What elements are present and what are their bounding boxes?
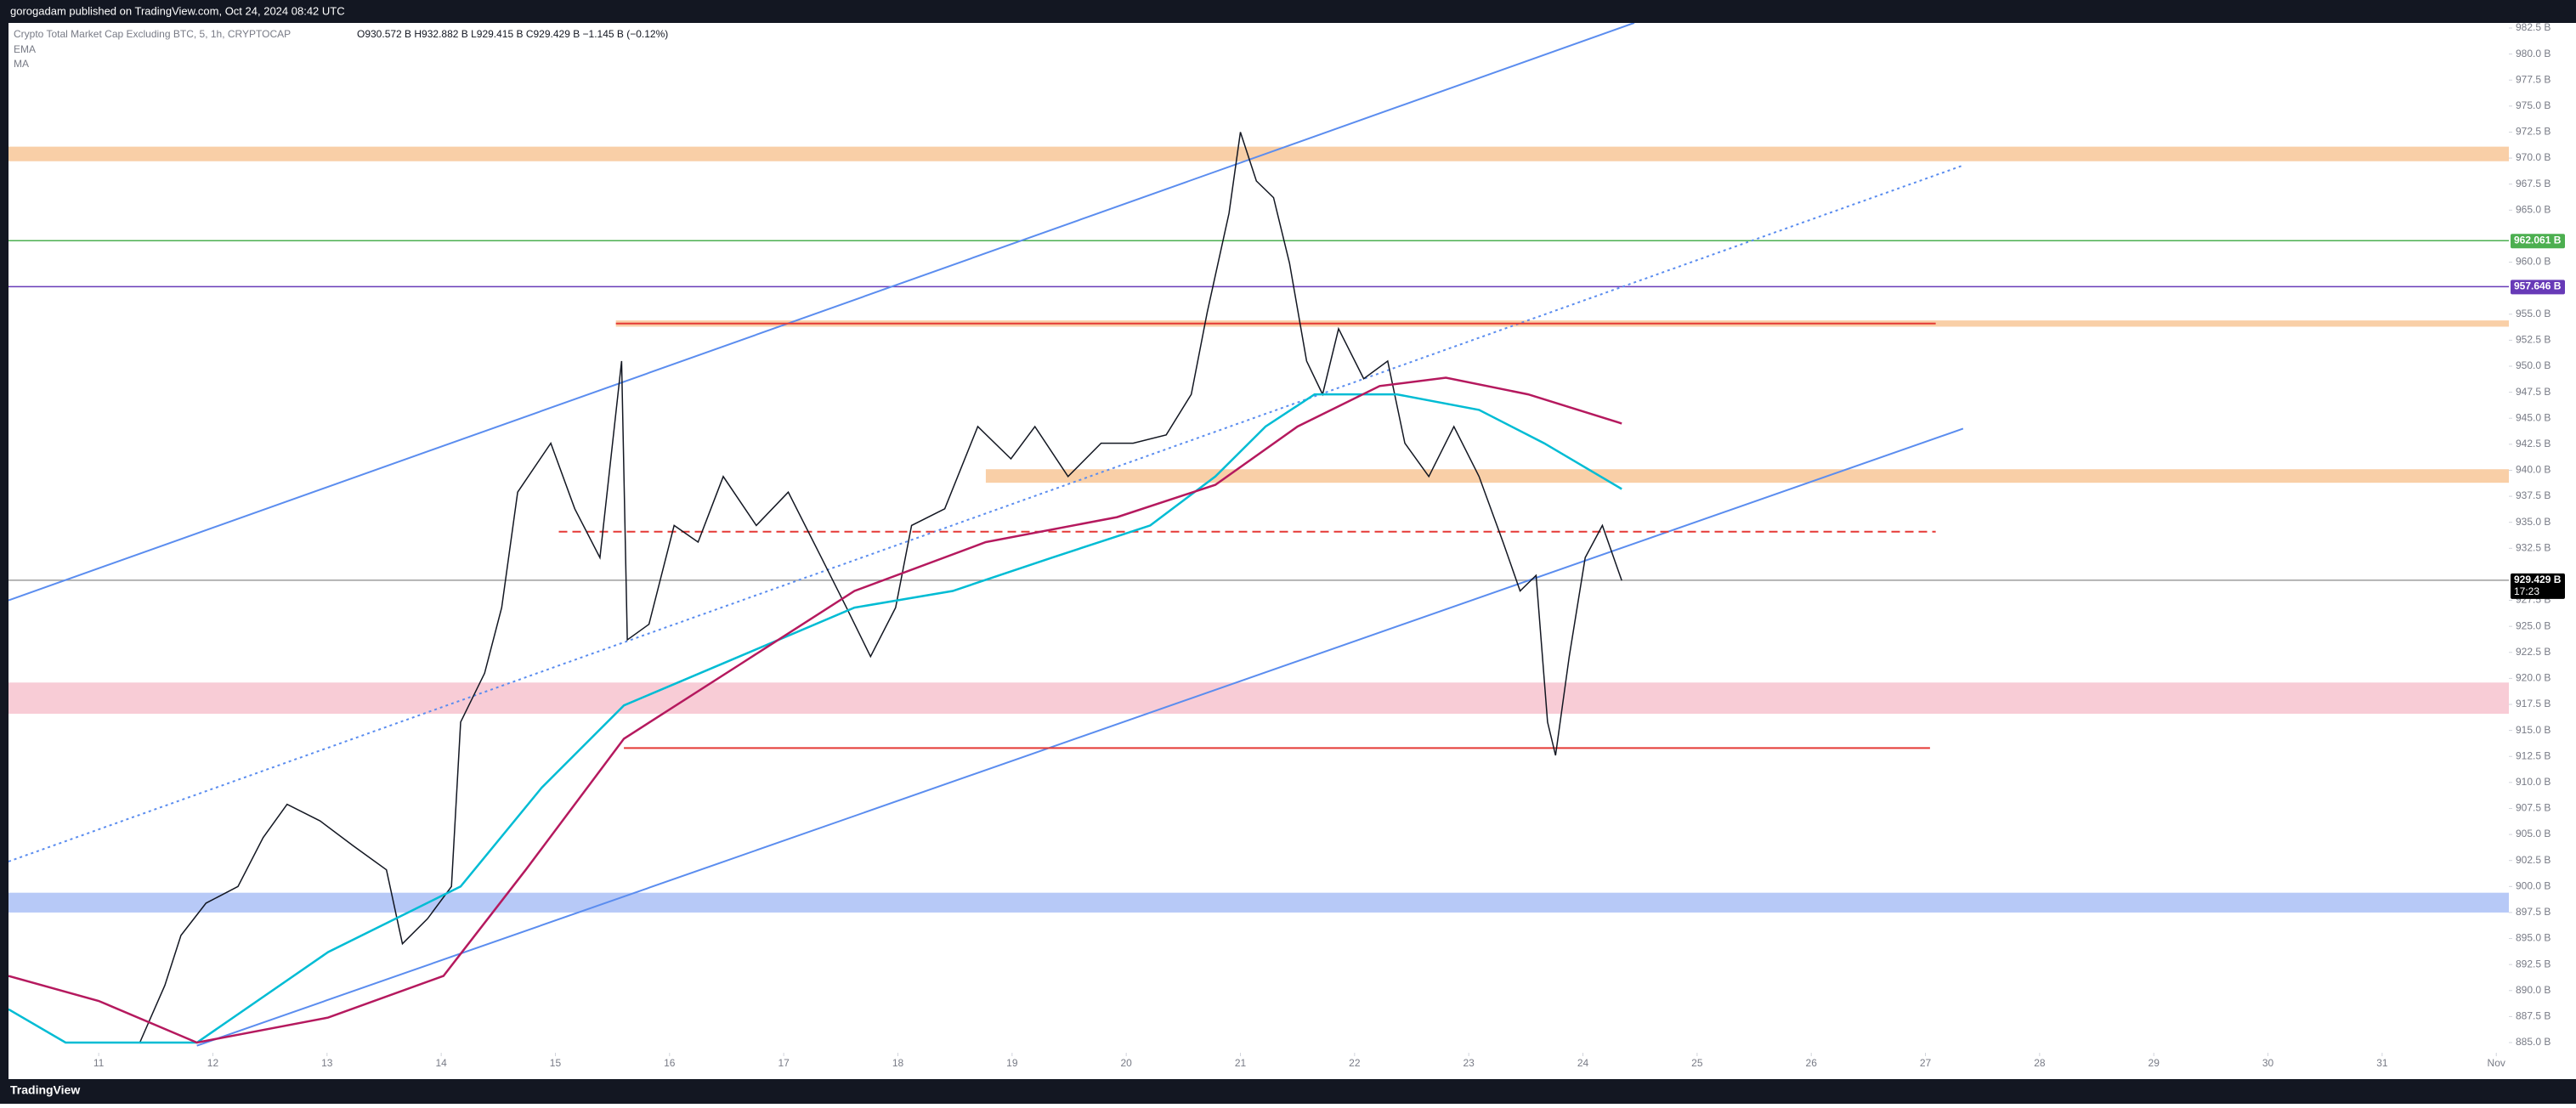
y-tick-label: 910.0 B	[2516, 776, 2551, 788]
x-tick-label: 29	[2149, 1057, 2160, 1069]
zone	[985, 469, 2509, 483]
x-tick-label: 11	[93, 1057, 105, 1069]
x-tick-label: 16	[664, 1057, 676, 1069]
y-tick-label: 895.0 B	[2516, 932, 2551, 944]
x-tick-label: 27	[1920, 1057, 1932, 1069]
plot	[8, 23, 2509, 1047]
x-tick-label: Nov	[2488, 1057, 2505, 1069]
x-tick-label: 26	[1806, 1057, 1818, 1069]
y-tick-label: 940.0 B	[2516, 464, 2551, 476]
price-tag-label: 957.646 B	[2514, 280, 2562, 292]
x-tick-label: 14	[435, 1057, 447, 1069]
legend-entry: MA	[14, 58, 29, 70]
price-tag	[2511, 573, 2565, 599]
y-tick-label: 932.5 B	[2516, 541, 2551, 553]
y-tick-label: 935.0 B	[2516, 516, 2551, 528]
y-tick-label: 902.5 B	[2516, 854, 2551, 866]
x-tick-label: 31	[2376, 1057, 2388, 1069]
left-border	[0, 23, 8, 1079]
x-tick-label: 22	[1349, 1057, 1361, 1069]
x-tick-label: 25	[1691, 1057, 1703, 1069]
price-tag	[2511, 280, 2565, 295]
y-tick-label: 920.0 B	[2516, 672, 2551, 684]
y-tick-label: 900.0 B	[2516, 879, 2551, 891]
y-tick-label: 970.0 B	[2516, 151, 2551, 163]
countdown: 17:23	[2514, 585, 2539, 597]
trend-line	[8, 23, 1635, 602]
y-tick-label: 945.0 B	[2516, 411, 2551, 423]
x-tick-label: 12	[207, 1057, 219, 1069]
y-tick-label: 907.5 B	[2516, 802, 2551, 814]
bottom-bar	[0, 1079, 2576, 1104]
y-tick-label: 942.5 B	[2516, 438, 2551, 449]
y-tick-label: 972.5 B	[2516, 126, 2551, 138]
y-tick-label: 980.0 B	[2516, 48, 2551, 59]
price-tag-label: 962.061 B	[2514, 234, 2562, 246]
y-tick-label: 912.5 B	[2516, 749, 2551, 761]
footer-logo: TradingView	[10, 1083, 80, 1097]
x-tick-label: 21	[1235, 1057, 1247, 1069]
y-tick-label: 975.0 B	[2516, 99, 2551, 111]
y-tick-label: 937.5 B	[2516, 489, 2551, 501]
y-tick-label: 885.0 B	[2516, 1036, 2551, 1048]
y-tick-label: 915.0 B	[2516, 724, 2551, 736]
top-bar	[0, 0, 2576, 23]
y-tick-label: 977.5 B	[2516, 73, 2551, 85]
y-tick-label: 960.0 B	[2516, 256, 2551, 268]
y-tick-label: 892.5 B	[2516, 958, 2551, 970]
y-tick-label: 950.0 B	[2516, 359, 2551, 371]
y-tick-label: 955.0 B	[2516, 308, 2551, 319]
price-tag	[2511, 234, 2565, 249]
y-tick-label: 925.0 B	[2516, 619, 2551, 631]
y-tick-label: 952.5 B	[2516, 334, 2551, 346]
zone	[8, 146, 2509, 161]
ohlc: O930.572 B H932.882 B L929.415 B C929.42…	[357, 28, 668, 40]
header: gorogadam published on TradingView.com, …	[10, 4, 345, 17]
y-tick-label: 887.5 B	[2516, 1010, 2551, 1022]
zone	[8, 892, 2509, 913]
y-tick-label: 905.0 B	[2516, 828, 2551, 839]
x-tick-label: 19	[1006, 1057, 1018, 1069]
x-tick-label: 24	[1577, 1057, 1589, 1069]
series-line	[8, 376, 1622, 1044]
x-tick-label: 17	[778, 1057, 790, 1069]
trend-line	[8, 164, 1964, 862]
y-tick-label: 982.5 B	[2516, 21, 2551, 33]
y-tick-label: 890.0 B	[2516, 984, 2551, 996]
x-tick-label: 30	[2262, 1057, 2274, 1069]
y-tick-label: 965.0 B	[2516, 203, 2551, 215]
y-tick-label: 922.5 B	[2516, 646, 2551, 658]
x-tick-label: 23	[1464, 1057, 1475, 1069]
y-tick-label: 967.5 B	[2516, 178, 2551, 189]
y-tick-label: 947.5 B	[2516, 386, 2551, 398]
chart-title: Crypto Total Market Cap Excluding BTC, 5…	[14, 28, 291, 40]
x-tick-label: 13	[321, 1057, 333, 1069]
x-tick-label: 18	[892, 1057, 904, 1069]
x-tick-label: 28	[2034, 1057, 2046, 1069]
series-line	[139, 132, 1622, 1043]
y-tick-label: 897.5 B	[2516, 906, 2551, 918]
x-tick-label: 20	[1120, 1057, 1132, 1069]
x-tick-label: 15	[550, 1057, 562, 1069]
legend-entry: EMA	[14, 43, 36, 55]
y-tick-label: 917.5 B	[2516, 698, 2551, 709]
series-line	[8, 393, 1622, 1044]
price-tag-label: 929.429 B	[2514, 574, 2562, 585]
zone	[8, 682, 2509, 715]
